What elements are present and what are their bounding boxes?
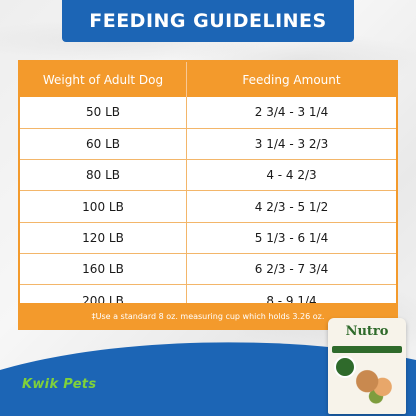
bag-band	[332, 346, 402, 353]
nutro-logo: Nutro	[345, 324, 389, 339]
table-header-row: Weight of Adult Dog Feeding Amount	[20, 62, 396, 97]
amount-cell: 6 2/3 - 7 3/4	[254, 262, 329, 277]
column-header-amount: Feeding Amount	[242, 72, 341, 87]
table-row: 50 LB 2 3/4 - 3 1/4	[20, 97, 396, 129]
table-row: 60 LB 3 1/4 - 3 2/3	[20, 128, 396, 160]
feeding-table: Weight of Adult Dog Feeding Amount 50 LB…	[18, 60, 398, 330]
table-row: 160 LB 6 2/3 - 7 3/4	[20, 253, 396, 285]
weight-cell: 120 LB	[20, 222, 187, 254]
footer-wave	[0, 342, 416, 416]
kwik-pets-logo: Kwik Pets	[22, 377, 96, 392]
amount-cell: 4 - 4 2/3	[266, 168, 317, 183]
bag-badge-icon	[334, 356, 356, 378]
weight-cell: 60 LB	[20, 128, 187, 160]
feeding-table-grid: Weight of Adult Dog Feeding Amount 50 LB…	[20, 62, 396, 317]
weight-cell: 50 LB	[20, 97, 187, 129]
amount-cell: 2 3/4 - 3 1/4	[254, 105, 329, 120]
table-row: 100 LB 4 2/3 - 5 1/2	[20, 190, 396, 223]
brand-name: Kwik Pets	[22, 377, 97, 392]
page-title: FEEDING GUIDELINES	[89, 10, 327, 32]
weight-cell: 160 LB	[20, 253, 187, 285]
bag-food-illustration	[354, 366, 398, 404]
amount-cell: 5 1/3 - 6 1/4	[254, 230, 329, 245]
amount-cell: 3 1/4 - 3 2/3	[254, 136, 329, 151]
column-header-weight: Weight of Adult Dog	[20, 62, 187, 97]
table-row: 80 LB 4 - 4 2/3	[20, 159, 396, 191]
table-row: 120 LB 5 1/3 - 6 1/4	[20, 222, 396, 254]
weight-cell: 80 LB	[20, 159, 187, 191]
weight-cell: 100 LB	[20, 190, 187, 223]
amount-cell: 4 2/3 - 5 1/2	[254, 199, 329, 214]
product-bag-image: Nutro	[328, 318, 406, 414]
page-title-banner: FEEDING GUIDELINES	[62, 0, 354, 42]
footnote-text: ‡Use a standard 8 oz. measuring cup whic…	[91, 312, 325, 321]
